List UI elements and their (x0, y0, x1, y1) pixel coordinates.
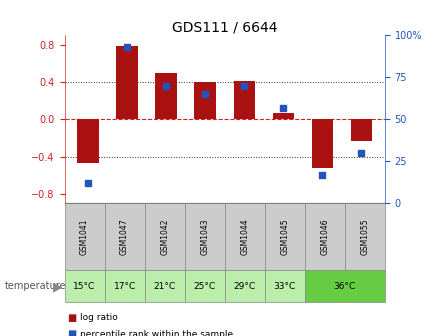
Text: GSM1042: GSM1042 (160, 219, 169, 255)
Text: GSM1047: GSM1047 (120, 218, 129, 255)
Title: GDS111 / 6644: GDS111 / 6644 (172, 20, 278, 34)
Text: GSM1043: GSM1043 (200, 218, 209, 255)
Point (241, 83, 248, 88)
Text: ▶: ▶ (53, 280, 63, 293)
Bar (234, 81, 255, 119)
Bar (194, 82, 216, 119)
Text: ■: ■ (67, 329, 76, 336)
Point (280, 105, 287, 110)
Text: 21°C: 21°C (154, 282, 176, 291)
Point (123, 44, 130, 50)
Text: temperature: temperature (4, 282, 66, 291)
Point (319, 172, 326, 177)
Bar (312, 119, 333, 168)
Bar (351, 119, 372, 141)
Bar (155, 73, 177, 119)
Point (162, 83, 170, 88)
Text: GSM1045: GSM1045 (280, 218, 289, 255)
Text: 29°C: 29°C (234, 282, 256, 291)
Text: 36°C: 36°C (334, 282, 356, 291)
Text: ■: ■ (67, 312, 76, 323)
Text: GSM1055: GSM1055 (360, 218, 369, 255)
Point (85, 180, 92, 186)
Text: log ratio: log ratio (80, 313, 118, 322)
Text: percentile rank within the sample: percentile rank within the sample (80, 330, 233, 336)
Bar (116, 46, 138, 119)
Bar (77, 119, 99, 163)
Text: 17°C: 17°C (113, 282, 136, 291)
Text: 15°C: 15°C (73, 282, 96, 291)
Text: 33°C: 33°C (274, 282, 296, 291)
Bar (273, 113, 294, 119)
Point (202, 91, 209, 97)
Text: 25°C: 25°C (194, 282, 216, 291)
Point (358, 150, 365, 156)
Text: GSM1041: GSM1041 (80, 219, 89, 255)
Text: GSM1046: GSM1046 (320, 218, 329, 255)
Text: GSM1044: GSM1044 (240, 218, 249, 255)
